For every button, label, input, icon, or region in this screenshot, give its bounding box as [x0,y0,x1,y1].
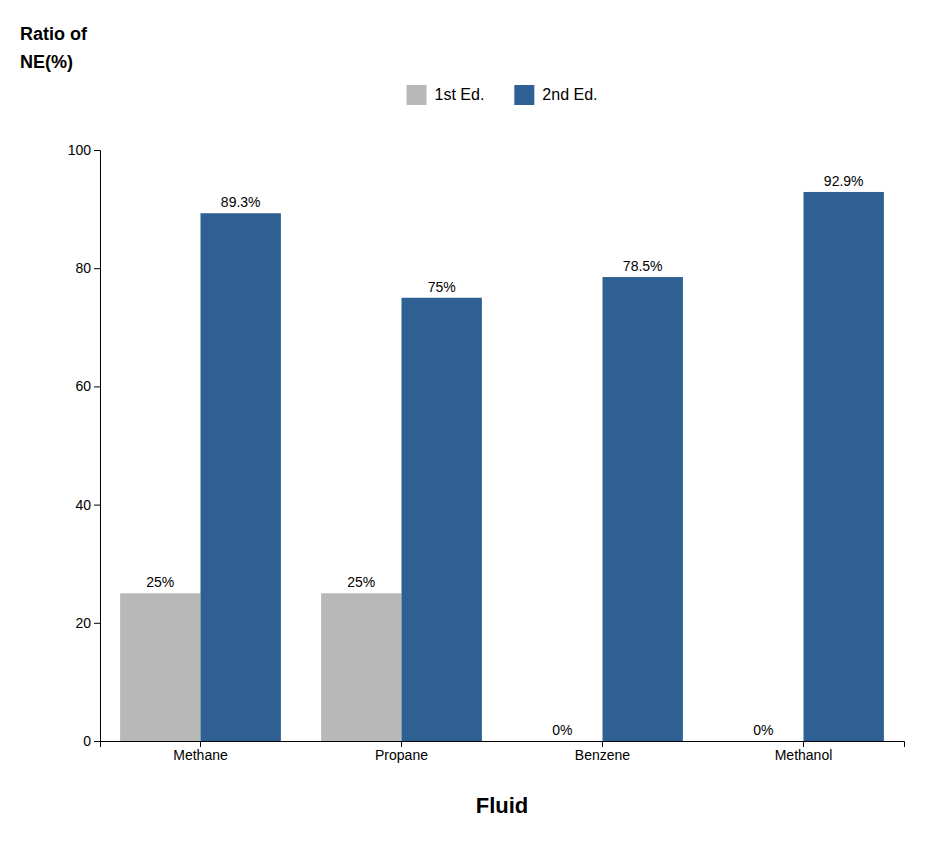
data-label: 78.5% [623,258,663,274]
x-tick: Methanol [775,741,833,763]
y-tick: 20 [75,615,100,631]
bar [120,593,200,741]
y-tick-label: 60 [75,378,91,394]
x-tick-label: Methanol [775,747,833,763]
legend-item: 1st Ed. [407,85,485,105]
data-label: 0% [552,722,572,738]
y-tick: 80 [75,260,100,276]
y-tick: 0 [83,733,100,749]
y-tick-label: 80 [75,260,91,276]
y-tick: 100 [68,142,100,158]
legend-item: 2nd Ed. [514,85,597,105]
y-tick-label: 40 [75,497,91,513]
y-axis: 0 20 40 60 80 100 [68,142,101,749]
data-labels: 25% 25% 0% 0% 89.3% 75% 78.5% 92.9% [146,173,863,738]
y-tick-mark [94,386,100,387]
y-tick-label: 0 [83,733,91,749]
x-axis-title: Fluid [476,793,529,818]
y-tick-label: 100 [68,142,92,158]
bar [402,298,482,741]
data-label: 0% [753,722,773,738]
bar [201,213,281,741]
y-tick: 60 [75,378,100,394]
y-tick-mark [94,623,100,624]
bar [522,741,602,742]
plot: 0 20 40 60 80 100 Methane Propane Benzene Methano… [68,142,905,763]
bars [120,192,884,741]
x-tick: Propane [375,741,428,763]
y-tick-label: 20 [75,615,91,631]
y-tick-mark [94,150,100,151]
y-axis-title: Ratio of [20,24,88,44]
bar [603,277,683,741]
y-tick-mark [94,505,100,506]
x-tick-label: Propane [375,747,428,763]
legend: 1st Ed. 2nd Ed. [407,85,598,105]
legend-label: 2nd Ed. [542,86,597,103]
x-tick: Benzene [575,741,630,763]
legend-label: 1st Ed. [435,86,485,103]
y-tick-mark [94,741,100,742]
bar [723,741,803,742]
data-label: 25% [347,574,375,590]
bar [321,593,401,741]
bar [804,192,884,741]
legend-swatch [407,85,427,105]
data-label: 75% [428,279,456,295]
data-label: 92.9% [824,173,864,189]
x-axis: Methane Propane Benzene Methanol [101,741,905,763]
y-axis-title: NE(%) [20,52,73,72]
chart-svg: 0 20 40 60 80 100 Methane Propane Benzene Methano… [0,0,944,841]
y-tick: 40 [75,497,100,513]
y-axis-line [94,151,101,742]
bar-series [201,192,884,741]
legend-swatch [514,85,534,105]
data-label: 89.3% [221,194,261,210]
chart-container: 0 20 40 60 80 100 Methane Propane Benzene Methano… [0,0,944,841]
x-tick: Methane [173,741,228,763]
x-tick-label: Benzene [575,747,630,763]
y-tick-mark [94,268,100,269]
x-tick-label: Methane [173,747,228,763]
data-label: 25% [146,574,174,590]
